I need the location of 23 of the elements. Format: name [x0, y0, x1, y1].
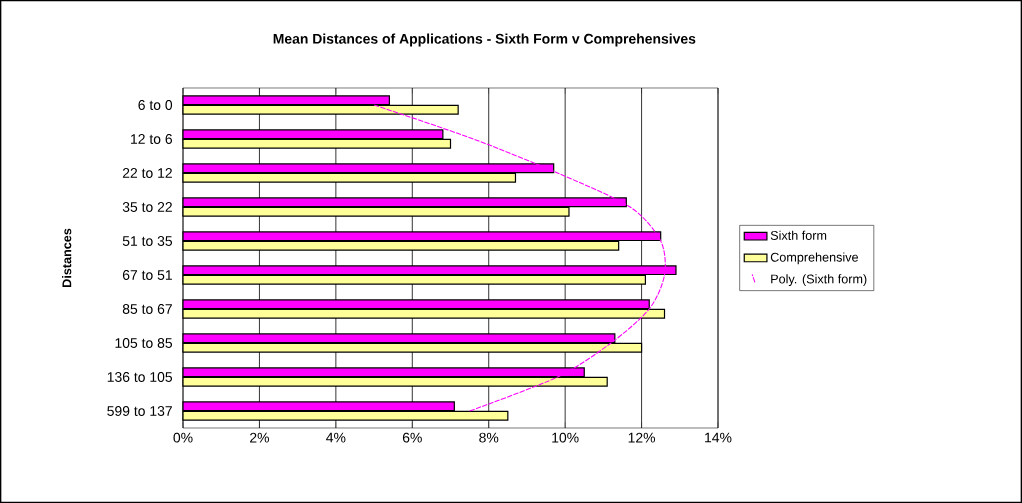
x-tick-label: 10%	[552, 432, 579, 443]
y-tick-label: 6 to 0	[138, 100, 173, 110]
y-tick-label: 136 to 105	[107, 372, 173, 382]
x-tick-label: 14%	[705, 432, 732, 443]
y-tick-label: 599 to 137	[107, 406, 172, 416]
y-tick-label: 51 to 35	[122, 236, 173, 246]
y-tick-label: 85 to 67	[122, 304, 172, 314]
chart-title: Mean Distances of Applications - Sixth Form v Comprehensives	[273, 33, 696, 47]
y-tick-label: 35 to 22	[122, 202, 172, 212]
legend-label: Poly. (Sixth form)	[771, 274, 867, 286]
x-tick-label: 6%	[402, 432, 422, 443]
y-tick-label: 105 to 85	[115, 338, 173, 348]
x-tick-label: 2%	[250, 432, 270, 443]
y-tick-label: 22 to 12	[122, 168, 172, 178]
x-tick-label: 8%	[479, 432, 499, 443]
x-tick-label: 4%	[326, 432, 346, 443]
y-tick-label: 12 to 6	[131, 134, 173, 144]
x-tick-label: 0%	[173, 432, 193, 443]
legend-label: Comprehensive	[770, 252, 858, 265]
legend-label: Sixth form	[770, 230, 827, 240]
x-tick-label: 12%	[628, 432, 656, 443]
y-axis-title: Distances	[62, 228, 72, 287]
y-tick-label: 67 to 51	[122, 270, 172, 280]
